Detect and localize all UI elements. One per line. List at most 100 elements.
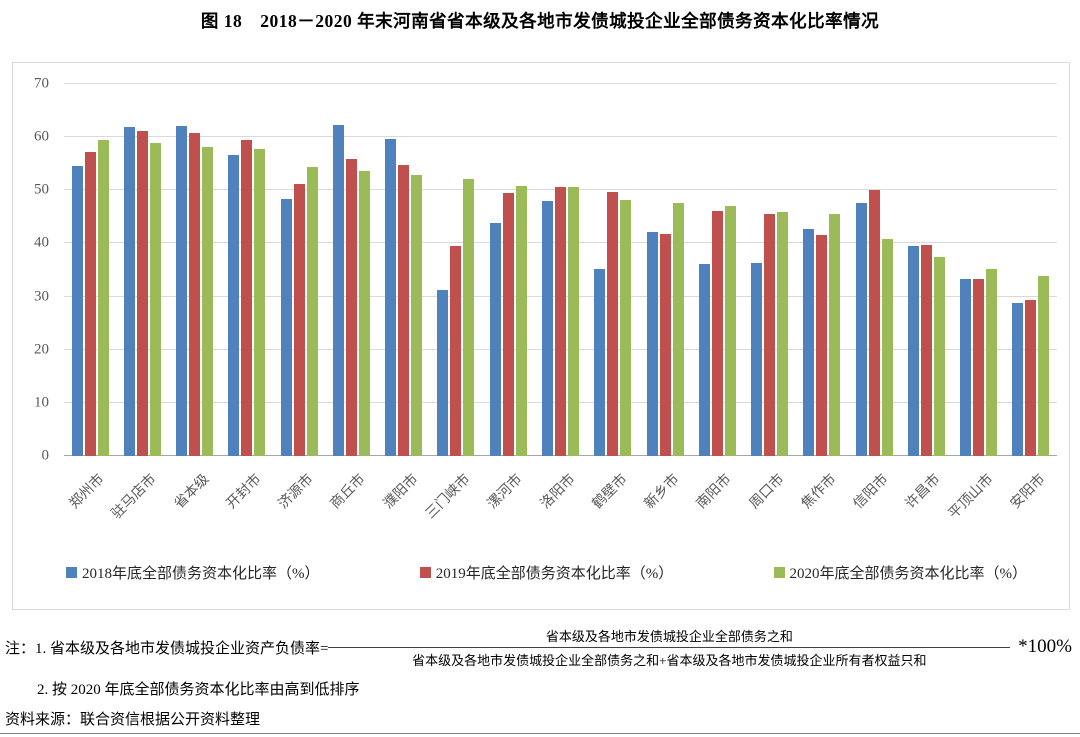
x-axis-tick-label: 新乡市: [642, 471, 683, 513]
bar: [868, 189, 880, 456]
bar: [463, 179, 475, 456]
x-axis-tick-label: 商丘市: [328, 471, 369, 513]
bar: [385, 139, 397, 456]
x-axis-tick-label: 郑州市: [67, 471, 108, 513]
x-axis-tick-label: 平顶山市: [945, 471, 997, 523]
bar: [594, 269, 606, 456]
bar: [332, 124, 344, 456]
gridline: [64, 136, 1057, 138]
legend-item: 2018年底全部债务资本化比率（%）: [66, 562, 320, 583]
y-axis-tick-label: 60: [34, 128, 49, 145]
chart-legend: 2018年底全部债务资本化比率（%） 2019年底全部债务资本化比率（%） 2020…: [66, 562, 1027, 583]
bar: [751, 262, 763, 456]
x-axis-tick-label: 周口市: [746, 471, 787, 513]
bar: [306, 167, 318, 456]
bar: [907, 245, 919, 456]
bar: [411, 175, 423, 456]
x-axis-tick-label: 济源市: [276, 471, 317, 513]
bar: [764, 214, 776, 456]
x-axis-tick-label: 鹤壁市: [589, 471, 631, 513]
legend-item: 2020年底全部债务资本化比率（%）: [773, 562, 1028, 583]
bar: [189, 133, 201, 456]
bar: [502, 192, 514, 456]
x-axis-tick-label: 信阳市: [851, 471, 892, 513]
bar: [280, 199, 292, 456]
bar: [920, 245, 932, 456]
y-axis-tick-label: 40: [34, 234, 49, 251]
bar: [254, 149, 266, 456]
formula-denominator: 省本级及各地市发债城投企业全部债务之和+省本级及各地市发债城投企业所有者权益只和: [328, 646, 1011, 669]
legend-swatch-icon: [66, 567, 77, 578]
bar-group: [848, 84, 900, 456]
bar: [123, 126, 135, 456]
footnote-1-text: 注：1. 省本级及各地市发债城投企业资产负债率=: [5, 640, 329, 657]
bar: [659, 234, 671, 456]
x-axis-tick-label: 安阳市: [1007, 471, 1049, 513]
y-axis-tick-label: 10: [34, 394, 49, 411]
bar: [555, 187, 567, 456]
legend-label: 2019年底全部债务资本化比率（%）: [435, 566, 674, 582]
bar: [698, 264, 710, 456]
bar-group: [639, 84, 691, 456]
bar: [202, 146, 214, 456]
bar: [1025, 300, 1037, 456]
legend-label: 2018年底全部债务资本化比率（%）: [82, 566, 320, 582]
bar: [816, 235, 828, 456]
legend-item: 2019年底全部债务资本化比率（%）: [419, 562, 674, 583]
legend-swatch-icon: [419, 567, 431, 578]
bar-group: [378, 84, 430, 456]
x-axis-tick-label: 南阳市: [694, 471, 735, 513]
bar: [777, 211, 789, 456]
bar: [829, 213, 841, 456]
footnote-2: 2. 按 2020 年底全部债务资本化比率由高到低排序: [37, 682, 360, 698]
bar-group: [64, 84, 116, 456]
chart-title: 图 18 2018－2020 年末河南省省本级及各地市发债城投企业全部债务资本化…: [200, 11, 880, 31]
bar-group: [743, 84, 795, 456]
x-axis-tick-label: 三门峡市: [423, 471, 474, 523]
bar-group: [116, 84, 168, 456]
y-axis-tick-label: 0: [41, 447, 50, 464]
formula-numerator: 省本级及各地市发债城投企业全部债务之和: [545, 628, 793, 644]
bar: [1038, 276, 1050, 456]
bar: [672, 202, 684, 456]
bar-groups: [64, 84, 1057, 456]
bar: [881, 239, 893, 456]
bar-group: [221, 84, 273, 456]
bar: [149, 143, 161, 456]
bottom-divider: [0, 733, 1080, 734]
bar: [228, 155, 240, 456]
bar: [855, 202, 867, 456]
legend-label: 2020年底全部债务资本化比率（%）: [789, 566, 1028, 582]
chart-frame: 0 10 20 30 40 50 60 70 郑州市 驻马店市 省本级 开封市 济源市 商丘市 濮阳市 三门…: [12, 62, 1070, 610]
bar: [973, 278, 985, 456]
y-axis-tick-label: 50: [34, 181, 49, 198]
bar-group: [1005, 84, 1057, 456]
bar: [398, 165, 410, 456]
bar: [1012, 303, 1024, 456]
y-axis-tick-label: 20: [34, 341, 49, 358]
bar: [97, 139, 109, 456]
bar: [358, 171, 370, 456]
bar-group: [169, 84, 221, 456]
bar: [960, 278, 972, 456]
bar-group: [796, 84, 848, 456]
x-axis-tick-label: 洛阳市: [537, 471, 578, 513]
formula-multiplier: *100%: [1018, 636, 1072, 657]
bar: [620, 199, 632, 456]
plot-area: [64, 83, 1057, 456]
formula-fraction: 省本级及各地市发债城投企业全部债务之和 省本级及各地市发债城投企业全部债务之和+…: [328, 626, 1011, 669]
bar: [986, 268, 998, 456]
bar: [515, 185, 527, 456]
x-axis-tick-label: 濮阳市: [380, 471, 422, 513]
x-axis-tick-label: 开封市: [224, 471, 265, 513]
bar-group: [587, 84, 639, 456]
x-axis-tick-label: 驻马店市: [109, 471, 160, 523]
bar-group: [691, 84, 743, 456]
bar: [489, 222, 501, 456]
bar: [542, 200, 554, 456]
bar: [84, 151, 96, 456]
x-axis-tick-label: 省本级: [171, 471, 213, 513]
y-axis-tick-label: 30: [34, 288, 49, 305]
bar-group: [953, 84, 1005, 456]
